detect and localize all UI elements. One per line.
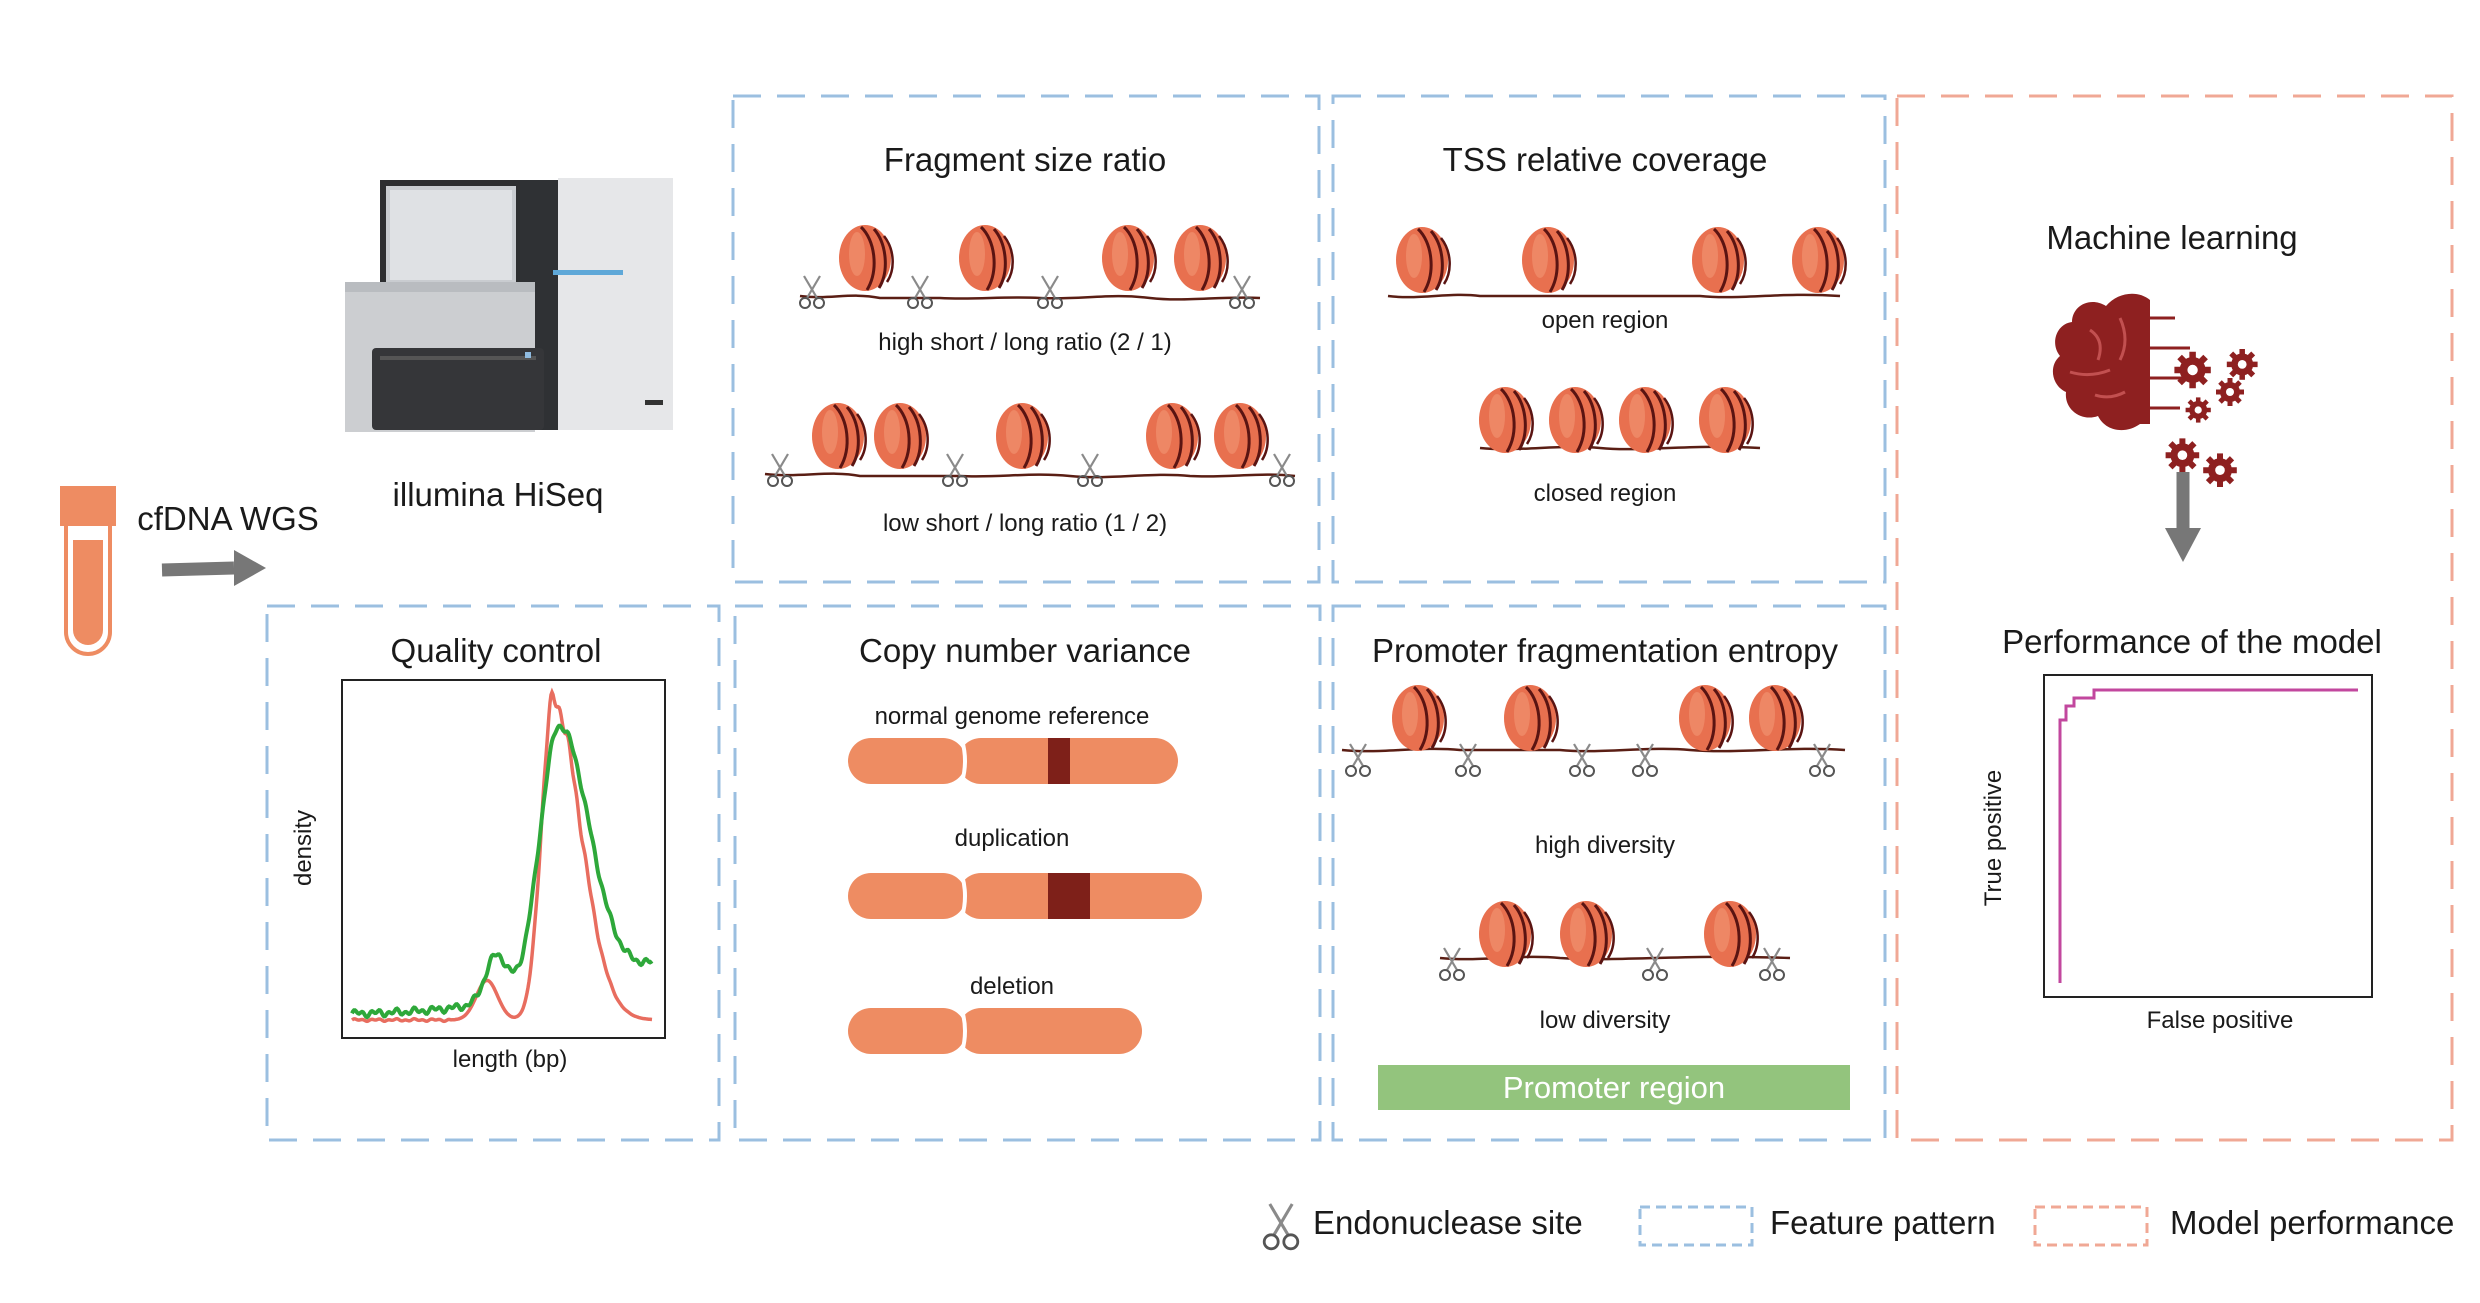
cnv-normal-caption: normal genome reference: [874, 703, 1150, 730]
brain-gears-icon: [2052, 293, 2258, 487]
legend-scissors-icon: [1262, 1202, 1300, 1251]
legend-model-swatch: [2033, 1205, 2149, 1247]
legend-feature-label: Feature pattern: [1770, 1204, 1996, 1241]
pfe-panel-title: Promoter fragmentation entropy: [1372, 632, 1838, 669]
panel-tss-border: [1331, 94, 1887, 584]
panel-pfe-border: [1331, 604, 1887, 1142]
qc-plot-frame: [341, 679, 666, 1039]
panel-cnv-border: [733, 604, 1322, 1142]
input-arrow-icon: [161, 550, 266, 586]
roc-curve: [2058, 688, 2358, 983]
cnv-panel-title: Copy number variance: [859, 632, 1191, 669]
cfdna-wgs-label: cfDNA WGS: [137, 500, 319, 537]
qc-xlabel: length (bp): [452, 1046, 568, 1073]
tss-closed-caption: closed region: [1533, 480, 1677, 507]
pfe-low-caption: low diversity: [1539, 1007, 1671, 1034]
roc-plot-frame: [2043, 674, 2373, 998]
pfe-high-caption: high diversity: [1534, 832, 1676, 859]
qc-ylabel: density: [290, 809, 317, 887]
panel-fragment-border: [731, 94, 1321, 584]
sequencer-icon: [345, 178, 673, 432]
test-tube-icon: [60, 486, 116, 656]
cnv-duplication-caption: duplication: [954, 825, 1070, 852]
tss-open-row: [1387, 225, 1848, 299]
fragment-bottom-row: [764, 401, 1296, 488]
panel-qc-border: [265, 604, 721, 1142]
fragment-panel-title: Fragment size ratio: [883, 141, 1167, 178]
chromosome-duplication: [848, 873, 1202, 919]
sequencer-label: illumina HiSeq: [392, 476, 604, 513]
promoter-region-bar: [1378, 1065, 1850, 1110]
tss-panel-title: TSS relative coverage: [1442, 141, 1768, 178]
chromosome-normal: [848, 738, 1178, 784]
pfe-high-row: [1341, 683, 1846, 778]
legend-endonuclease-label: Endonuclease site: [1313, 1204, 1583, 1241]
pfe-low-row: [1438, 899, 1791, 982]
tss-open-caption: open region: [1541, 307, 1669, 334]
fragment-top-caption: high short / long ratio (2 / 1): [878, 329, 1172, 356]
fragment-bottom-caption: low short / long ratio (1 / 2): [882, 510, 1168, 537]
tss-closed-row: [1477, 385, 1761, 455]
qc-series-red: [350, 687, 653, 1024]
cnv-deletion-caption: deletion: [969, 973, 1055, 1000]
qc-density-series: [350, 687, 654, 1024]
fragment-top-row: [798, 223, 1261, 310]
perf-title: Performance of the model: [2002, 623, 2382, 660]
down-arrow-icon: [2165, 472, 2201, 562]
roc-ylabel: True positive: [1980, 769, 2007, 907]
chromosome-deletion: [848, 1008, 1142, 1054]
promoter-region-label: Promoter region: [1502, 1070, 1726, 1105]
ml-title: Machine learning: [2046, 219, 2298, 256]
legend-model-label: Model performance: [2170, 1204, 2455, 1241]
panel-model-border: [1895, 94, 2454, 1142]
legend-feature-swatch: [1638, 1205, 1754, 1247]
qc-panel-title: Quality control: [390, 632, 602, 669]
qc-series-green: [350, 723, 654, 1020]
roc-xlabel: False positive: [2146, 1007, 2294, 1034]
